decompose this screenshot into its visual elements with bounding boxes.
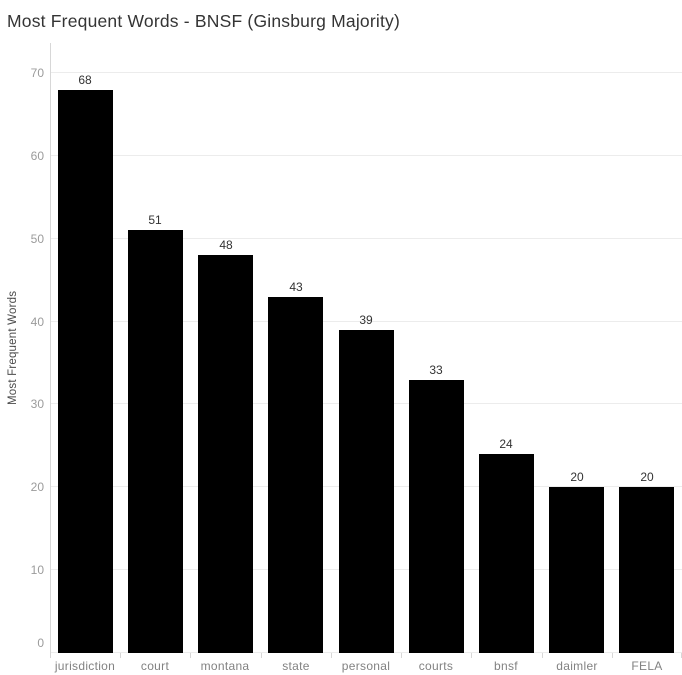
x-tick-label: court bbox=[140, 659, 170, 673]
x-tick-label: personal bbox=[341, 659, 391, 673]
gridline bbox=[50, 238, 682, 239]
bar-value-label: 48 bbox=[219, 238, 233, 252]
x-tick-label: FELA bbox=[631, 659, 663, 673]
bar-value-label: 68 bbox=[78, 73, 92, 87]
x-tick-label: montana bbox=[200, 659, 250, 673]
y-tick-label: 0 bbox=[37, 636, 44, 650]
y-tick-label: 60 bbox=[30, 149, 44, 163]
x-tick-label: courts bbox=[418, 659, 454, 673]
x-axis-tick bbox=[471, 653, 472, 658]
y-axis-line bbox=[50, 43, 51, 658]
y-tick-label: 10 bbox=[30, 563, 44, 577]
bar-personal[interactable] bbox=[339, 330, 394, 653]
gridline bbox=[50, 72, 682, 73]
y-tick-label: 40 bbox=[30, 315, 44, 329]
bar-courts[interactable] bbox=[409, 380, 464, 653]
x-tick-label: jurisdiction bbox=[54, 659, 116, 673]
bar-court[interactable] bbox=[128, 230, 183, 653]
bar-value-label: 20 bbox=[640, 470, 654, 484]
y-tick-label: 50 bbox=[30, 232, 44, 246]
bar-bnsf[interactable] bbox=[479, 454, 534, 653]
bar-value-label: 43 bbox=[289, 280, 303, 294]
bar-daimler[interactable] bbox=[549, 487, 604, 653]
y-tick-label: 30 bbox=[30, 397, 44, 411]
gridline bbox=[50, 155, 682, 156]
x-axis-tick bbox=[120, 653, 121, 658]
bar-value-label: 39 bbox=[359, 313, 373, 327]
x-axis-tick bbox=[331, 653, 332, 658]
x-axis-tick bbox=[612, 653, 613, 658]
bar-jurisdiction[interactable] bbox=[58, 90, 113, 653]
bar-value-label: 33 bbox=[429, 363, 443, 377]
bar-value-label: 51 bbox=[148, 213, 162, 227]
x-axis-tick bbox=[190, 653, 191, 658]
bar-value-label: 24 bbox=[499, 437, 513, 451]
x-axis-tick bbox=[401, 653, 402, 658]
bar-value-label: 20 bbox=[570, 470, 584, 484]
x-axis-tick bbox=[261, 653, 262, 658]
y-tick-label: 70 bbox=[30, 66, 44, 80]
y-tick-label: 20 bbox=[30, 480, 44, 494]
gridline bbox=[50, 321, 682, 322]
x-tick-label: bnsf bbox=[494, 659, 518, 673]
x-axis-tick bbox=[542, 653, 543, 658]
chart-title: Most Frequent Words - BNSF (Ginsburg Maj… bbox=[7, 11, 401, 31]
bar-FELA[interactable] bbox=[619, 487, 674, 653]
bar-montana[interactable] bbox=[198, 255, 253, 653]
x-tick-label: state bbox=[282, 659, 310, 673]
x-tick-label: daimler bbox=[556, 659, 598, 673]
bar-state[interactable] bbox=[268, 297, 323, 653]
